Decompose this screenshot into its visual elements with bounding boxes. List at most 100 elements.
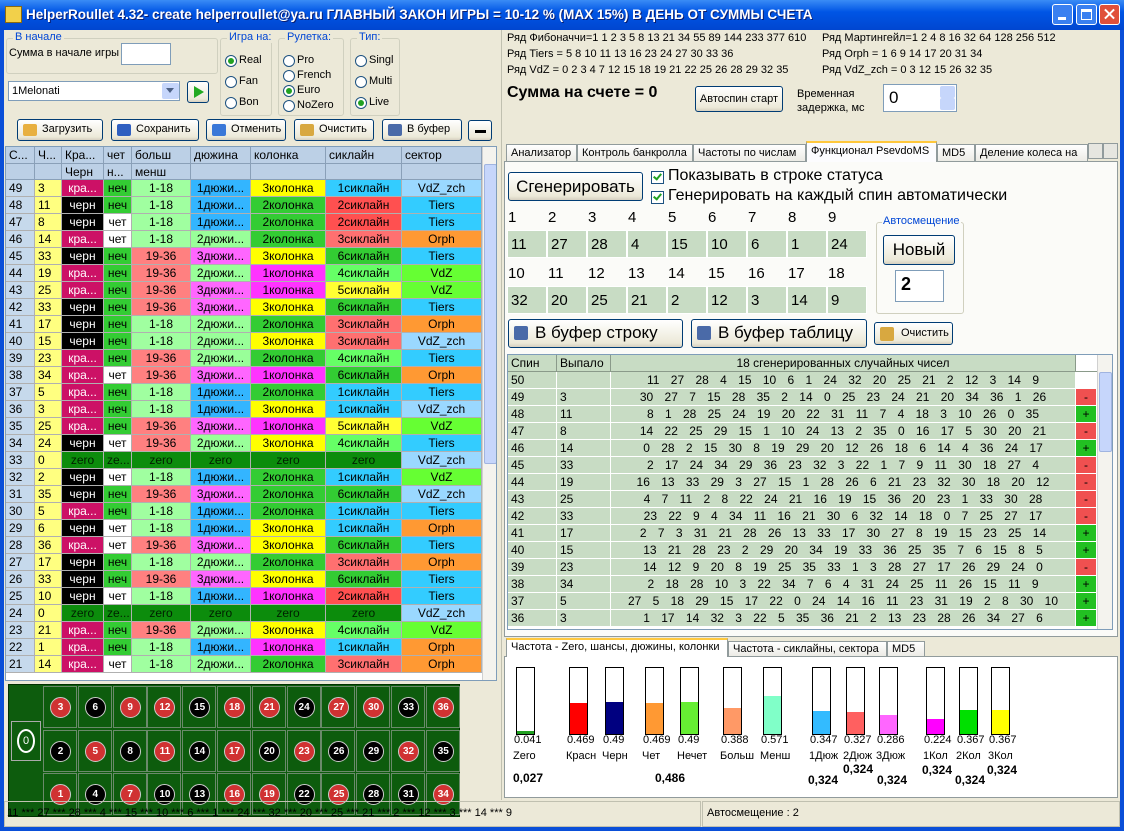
board-number[interactable]: 14 xyxy=(189,740,211,762)
table-cell: 1сиклайн xyxy=(326,401,402,418)
table-cell: черн xyxy=(62,469,104,486)
table-cell: неч xyxy=(104,622,132,639)
check-mark xyxy=(653,171,662,181)
board-number[interactable]: 27 xyxy=(328,697,350,718)
board-number[interactable]: 12 xyxy=(154,697,176,718)
new-offset-button[interactable]: Новый xyxy=(883,235,955,265)
radio-button[interactable] xyxy=(355,55,367,67)
start-amount-input[interactable] xyxy=(121,43,171,65)
close-button[interactable] xyxy=(1099,4,1120,25)
tab[interactable]: MD5 xyxy=(937,144,975,162)
radio-button[interactable] xyxy=(283,100,295,112)
board-number[interactable]: 31 xyxy=(398,784,419,805)
board-number[interactable]: 6 xyxy=(84,697,106,718)
board-number[interactable]: 15 xyxy=(189,697,211,718)
table-cell: VdZ xyxy=(402,282,482,299)
zero-number[interactable]: 0 xyxy=(17,729,35,753)
copy-button[interactable]: В буфер строку xyxy=(508,319,683,348)
board-number[interactable]: 22 xyxy=(293,784,315,805)
toolbar-button[interactable]: Загрузить xyxy=(17,119,103,141)
minimize-button[interactable] xyxy=(1052,4,1073,25)
spin-down[interactable] xyxy=(940,98,955,110)
board-number[interactable]: 20 xyxy=(258,740,280,762)
tab[interactable]: Деление колеса на xyxy=(975,144,1088,162)
radio-button[interactable] xyxy=(225,76,237,88)
tab[interactable]: Функционал PsevdoMS xyxy=(806,141,937,162)
radio-button[interactable] xyxy=(225,55,237,67)
board-number[interactable]: 33 xyxy=(398,697,419,718)
copy-button[interactable]: В буфер таблицу xyxy=(691,319,867,348)
autospin-button[interactable]: Автоспин старт xyxy=(695,86,783,112)
board-number[interactable]: 18 xyxy=(224,697,245,718)
tab[interactable]: MD5 xyxy=(887,641,925,657)
table-cell: 1дюжи... xyxy=(191,639,251,656)
board-number[interactable]: 16 xyxy=(224,784,245,805)
board-number[interactable]: 28 xyxy=(363,784,385,805)
board-number[interactable]: 34 xyxy=(432,784,454,805)
board-number[interactable]: 19 xyxy=(258,784,280,805)
spin-up[interactable] xyxy=(940,86,955,98)
board-number[interactable]: 7 xyxy=(119,784,141,805)
board-number[interactable]: 24 xyxy=(293,697,315,718)
checkbox[interactable] xyxy=(651,171,664,184)
table-cell: 42 xyxy=(508,508,557,525)
board-number[interactable]: 29 xyxy=(363,740,385,762)
table-cell: 1-18 xyxy=(132,520,191,537)
board-number[interactable]: 2 xyxy=(50,740,71,762)
delay-input[interactable]: 0 xyxy=(883,84,957,112)
radio-button[interactable] xyxy=(283,55,295,67)
number-index: 6 xyxy=(708,209,717,226)
toolbar-button[interactable]: В буфер xyxy=(382,119,462,141)
tab[interactable]: Частота - сиклайны, сектора xyxy=(728,641,887,657)
offset-input[interactable]: 2 xyxy=(895,270,944,302)
radio-button[interactable] xyxy=(283,70,295,82)
checkbox[interactable] xyxy=(651,191,664,204)
board-number[interactable]: 26 xyxy=(328,740,350,762)
radio-button[interactable] xyxy=(355,76,367,88)
table-cell: zero xyxy=(326,452,402,469)
board-number[interactable]: 11 xyxy=(154,740,176,762)
board-number[interactable]: 1 xyxy=(50,784,71,805)
board-number[interactable]: 32 xyxy=(398,740,419,762)
board-number[interactable]: 21 xyxy=(258,697,280,718)
scrollbar[interactable] xyxy=(1097,355,1112,629)
toolbar-button[interactable]: Очистить xyxy=(294,119,374,141)
tab[interactable]: Контроль банкролла xyxy=(577,144,693,162)
collapse-button[interactable] xyxy=(468,120,492,141)
table-cell: неч xyxy=(104,384,132,401)
board-number[interactable]: 4 xyxy=(84,784,106,805)
zero-cell: 0 xyxy=(11,721,41,761)
board-number[interactable]: 9 xyxy=(119,697,141,718)
tab[interactable]: Частоты по числам xyxy=(693,144,806,162)
radio-button[interactable] xyxy=(225,97,237,109)
board-number[interactable]: 36 xyxy=(432,697,454,718)
board-number[interactable]: 13 xyxy=(189,784,211,805)
play-button[interactable] xyxy=(187,81,209,103)
board-number[interactable]: 23 xyxy=(293,740,315,762)
board-number[interactable]: 35 xyxy=(432,740,454,762)
board-number[interactable]: 17 xyxy=(224,740,245,762)
radio-button[interactable] xyxy=(355,97,367,109)
board-number[interactable]: 8 xyxy=(119,740,141,762)
board-number[interactable]: 10 xyxy=(154,784,176,805)
table-cell: 2колонка xyxy=(251,503,326,520)
generate-button[interactable]: Сгенерировать xyxy=(508,172,643,201)
tab-scroll-right[interactable] xyxy=(1103,143,1118,159)
board-cell: 2 xyxy=(43,729,77,772)
radio-button[interactable] xyxy=(283,85,295,97)
table-cell: 28 xyxy=(6,537,35,554)
scrollbar[interactable] xyxy=(482,147,496,680)
board-number[interactable]: 30 xyxy=(363,697,385,718)
board-number[interactable]: 5 xyxy=(84,740,106,762)
toolbar-button[interactable]: Сохранить xyxy=(111,119,199,141)
maximize-button[interactable] xyxy=(1076,4,1097,25)
tab[interactable]: Частота - Zero, шансы, дюжины, колонки xyxy=(506,638,728,657)
tab-scroll-left[interactable] xyxy=(1088,143,1103,159)
board-number[interactable]: 3 xyxy=(50,697,71,718)
tab[interactable]: Анализатор xyxy=(506,144,577,162)
copy-button[interactable]: Очистить xyxy=(874,322,953,345)
board-cell: 18 xyxy=(217,686,251,728)
board-number[interactable]: 25 xyxy=(328,784,350,805)
profile-combo[interactable]: 1Melonati xyxy=(8,81,180,101)
toolbar-button[interactable]: Отменить xyxy=(206,119,286,141)
